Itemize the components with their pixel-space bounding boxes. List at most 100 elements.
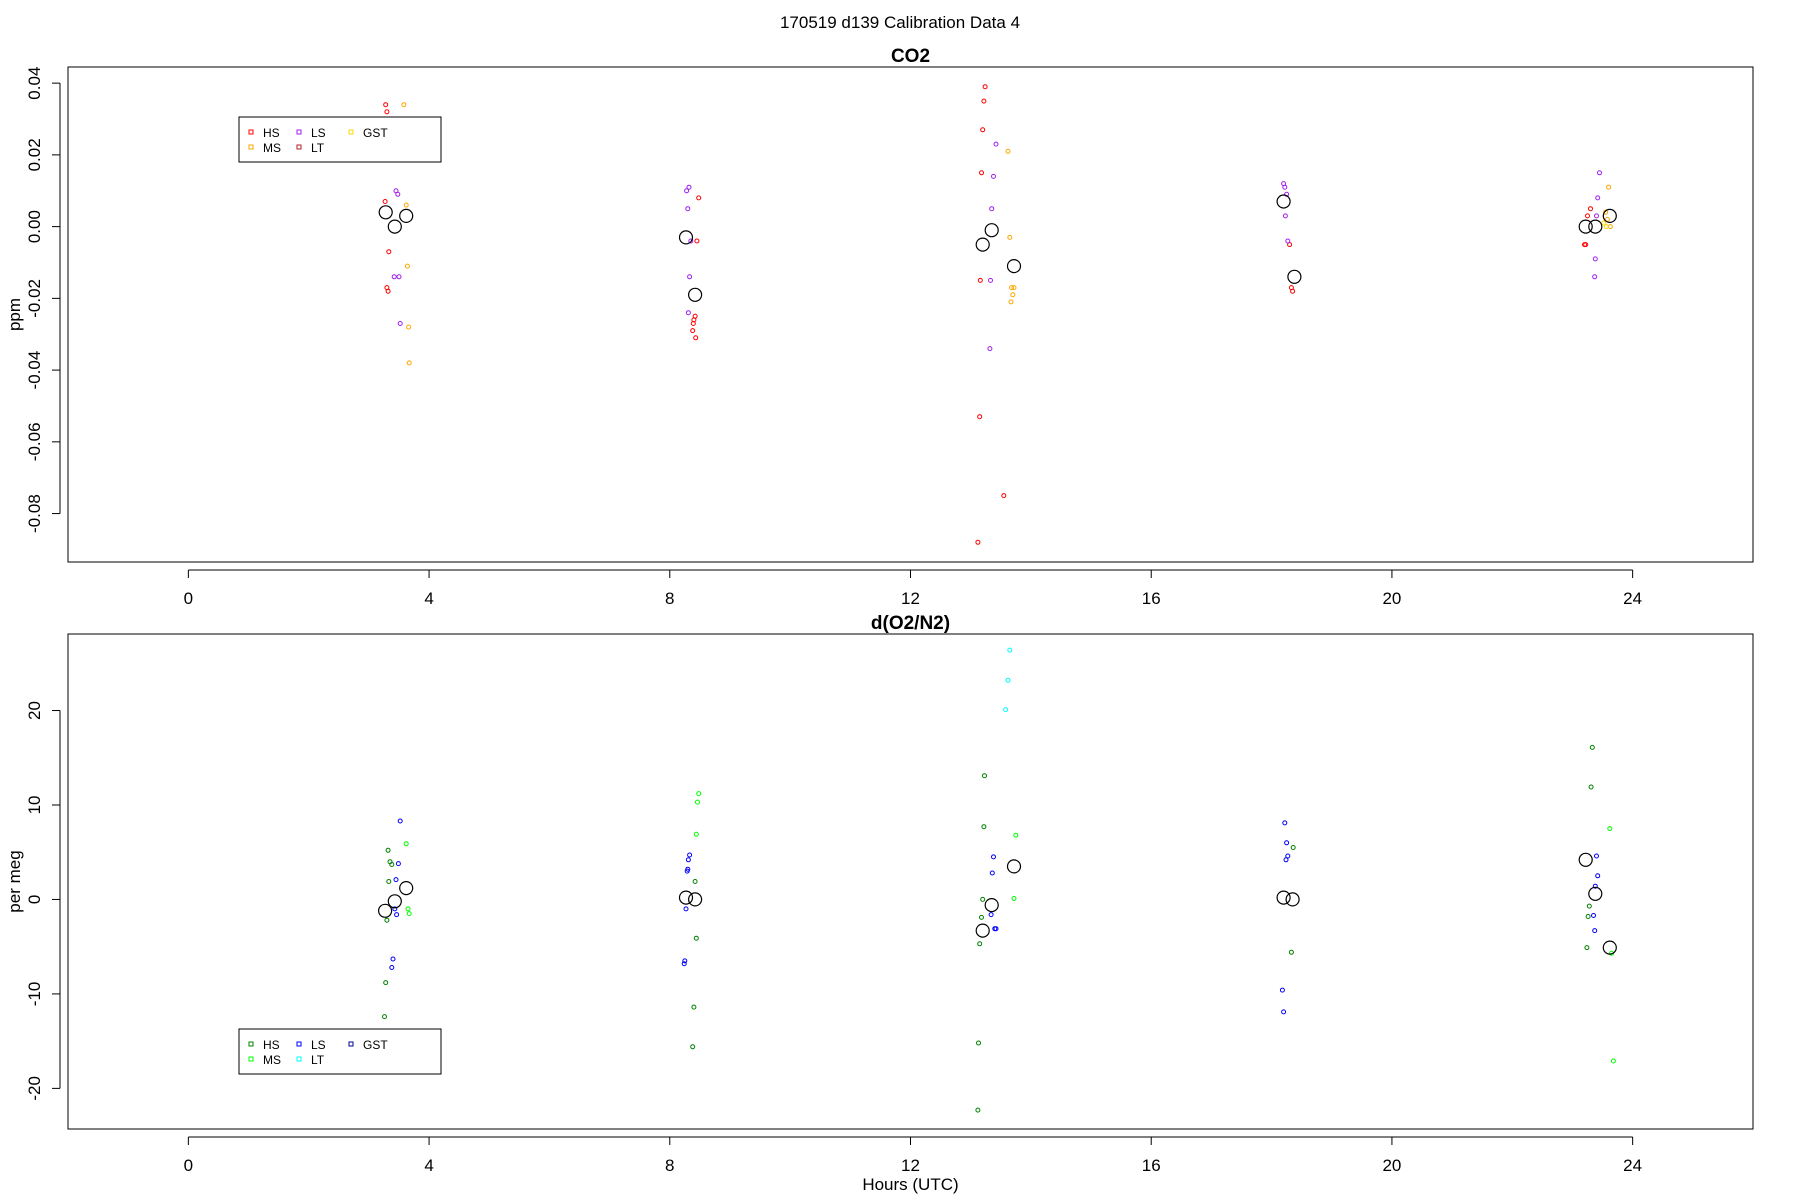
co2-point-hs (1290, 288, 1296, 294)
o2n2-y-tick-label: 10 (25, 796, 44, 815)
o2n2-point-ls (389, 965, 395, 970)
o2n2-point-hs (1585, 914, 1591, 919)
co2-point-hs (980, 127, 986, 133)
o2n2-legend-marker-lt (296, 1056, 302, 1062)
o2n2-point-ms (695, 799, 700, 805)
o2n2-point-mean (387, 894, 402, 909)
co2-x-axis: 0 4 8 12 16 20 24 (184, 569, 1642, 608)
co2-point-hs (982, 84, 988, 90)
o2n2-legend-label-ms: MS (263, 1053, 281, 1067)
co2-point-ls (688, 238, 694, 244)
o2n2-point-ls (989, 870, 995, 876)
o2n2-point-ls (1283, 857, 1289, 863)
co2-point-hs (694, 238, 700, 244)
o2n2-x-axis: 0 4 8 12 16 20 24 (184, 1136, 1642, 1175)
o2n2-point-hs (981, 824, 987, 830)
co2-y-tick-label: 0.00 (25, 210, 44, 243)
o2n2-point-lt (1007, 647, 1013, 653)
o2n2-point-hs (691, 1004, 697, 1010)
o2n2-x-tick-label: 4 (424, 1156, 433, 1175)
o2n2-point-ls (1281, 1009, 1287, 1015)
co2-point-hs (1001, 493, 1007, 499)
o2n2-point-ls (682, 958, 688, 964)
co2-legend-marker-ms (248, 144, 254, 150)
co2-point-ls (989, 206, 995, 212)
co2-point-ms (1005, 148, 1011, 154)
co2-x-tick-label: 0 (184, 589, 193, 608)
co2-y-tick-label: 0.04 (25, 67, 44, 100)
co2-point-ms (406, 324, 412, 330)
o2n2-panel: d(O2/N2) 0 4 8 12 16 20 24 Hours (UTC) -20 -10 0 10 2… (5, 613, 1754, 1194)
o2n2-point-ls (390, 956, 396, 962)
o2n2-x-tick-label: 20 (1382, 1156, 1401, 1175)
co2-point-ls (988, 277, 993, 283)
o2n2-point-lt (1003, 707, 1009, 713)
o2n2-point-hs (1290, 845, 1296, 850)
co2-point-ls (1594, 213, 1599, 219)
co2-point-mean (378, 205, 393, 220)
co2-point-mean (975, 237, 990, 252)
co2-point-ls (1592, 256, 1598, 262)
o2n2-point-hs (1288, 949, 1294, 955)
co2-plot-frame (67, 66, 1754, 563)
co2-point-hs (690, 321, 696, 326)
o2n2-point-ls (392, 906, 398, 912)
o2n2-x-axis-label: Hours (UTC) (862, 1175, 958, 1194)
co2-legend-label-lt: LT (311, 141, 325, 155)
o2n2-point-mean (678, 890, 694, 905)
co2-legend-label-gst: GST (363, 126, 388, 140)
o2n2-point-mean (1602, 940, 1617, 955)
o2n2-point-hs (1589, 744, 1595, 750)
o2n2-point-ls (394, 912, 400, 918)
o2n2-point-ls (683, 906, 689, 912)
co2-point-ls (395, 191, 401, 197)
co2-point-hs (693, 335, 699, 341)
co2-point-ms (1007, 234, 1013, 240)
o2n2-point-hs (980, 896, 986, 902)
o2n2-point-hs (385, 847, 391, 853)
co2-legend-box (238, 116, 442, 163)
o2n2-point-hs (1586, 903, 1592, 909)
co2-point-ms (1010, 292, 1016, 298)
co2-point-mean (984, 223, 999, 238)
co2-point-hs (690, 328, 696, 334)
o2n2-x-tick-label: 8 (665, 1156, 674, 1175)
co2-point-ms (406, 360, 412, 366)
co2-point-mean (1602, 208, 1617, 223)
co2-y-axis-label: ppm (5, 298, 24, 331)
co2-point-mean (687, 287, 703, 302)
o2n2-point-lt (1005, 677, 1011, 683)
co2-point-hs (979, 170, 984, 176)
co2-point-ls (987, 346, 993, 352)
o2n2-point-ls (684, 868, 690, 874)
o2n2-legend-label-gst: GST (363, 1038, 388, 1052)
o2n2-point-mean (399, 880, 414, 896)
o2n2-point-mean (1588, 886, 1603, 901)
o2n2-y-tick-label: 0 (25, 895, 44, 904)
co2-point-hs (1585, 213, 1590, 219)
o2n2-point-ms (1607, 826, 1613, 832)
o2n2-point-ms (405, 906, 411, 912)
co2-y-tick-label: -0.06 (25, 422, 44, 461)
co2-point-ls (684, 188, 690, 194)
o2n2-point-ls (397, 818, 403, 824)
co2-legend-marker-ls (296, 129, 302, 135)
co2-point-hs (385, 288, 391, 294)
co2-point-ls (991, 173, 996, 179)
o2n2-point-ls (1591, 913, 1596, 918)
co2-point-ls (391, 274, 397, 280)
co2-point-hs (981, 98, 987, 104)
o2n2-point-ms (1011, 896, 1017, 901)
o2n2-y-tick-label: -10 (25, 982, 44, 1007)
o2n2-point-hs (982, 773, 987, 779)
co2-point-hs (1588, 206, 1593, 212)
co2-point-hs (977, 414, 983, 420)
o2n2-legend-box (238, 1028, 442, 1075)
co2-chart-title: CO2 (891, 46, 930, 67)
co2-x-tick-label: 4 (424, 589, 433, 608)
o2n2-legend-marker-hs (248, 1041, 254, 1047)
co2-point-mean (1006, 259, 1022, 274)
o2n2-point-ls (1595, 873, 1601, 879)
co2-point-mean (1578, 219, 1593, 234)
